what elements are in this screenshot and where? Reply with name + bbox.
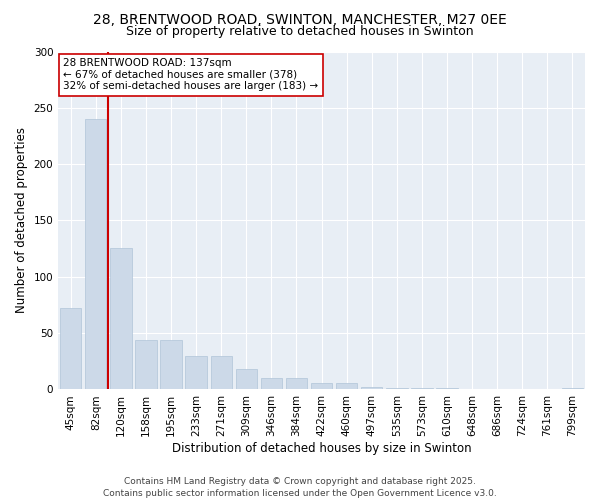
Text: Size of property relative to detached houses in Swinton: Size of property relative to detached ho…	[126, 25, 474, 38]
Bar	[386, 388, 407, 390]
Bar	[411, 388, 433, 390]
Text: 28, BRENTWOOD ROAD, SWINTON, MANCHESTER, M27 0EE: 28, BRENTWOOD ROAD, SWINTON, MANCHESTER,…	[93, 12, 507, 26]
Bar	[286, 378, 307, 390]
Bar	[211, 356, 232, 390]
Bar	[160, 340, 182, 390]
Bar	[110, 248, 131, 390]
Bar	[136, 340, 157, 390]
Y-axis label: Number of detached properties: Number of detached properties	[15, 128, 28, 314]
Text: 28 BRENTWOOD ROAD: 137sqm
← 67% of detached houses are smaller (378)
32% of semi: 28 BRENTWOOD ROAD: 137sqm ← 67% of detac…	[64, 58, 319, 92]
Bar	[311, 382, 332, 390]
Text: Contains HM Land Registry data © Crown copyright and database right 2025.
Contai: Contains HM Land Registry data © Crown c…	[103, 476, 497, 498]
Bar	[436, 388, 458, 390]
Bar	[60, 308, 82, 390]
Bar	[261, 378, 282, 390]
Bar	[336, 382, 358, 390]
Bar	[562, 388, 583, 390]
Bar	[185, 356, 207, 390]
Bar	[361, 387, 382, 390]
Bar	[85, 119, 106, 390]
Bar	[236, 369, 257, 390]
X-axis label: Distribution of detached houses by size in Swinton: Distribution of detached houses by size …	[172, 442, 472, 455]
